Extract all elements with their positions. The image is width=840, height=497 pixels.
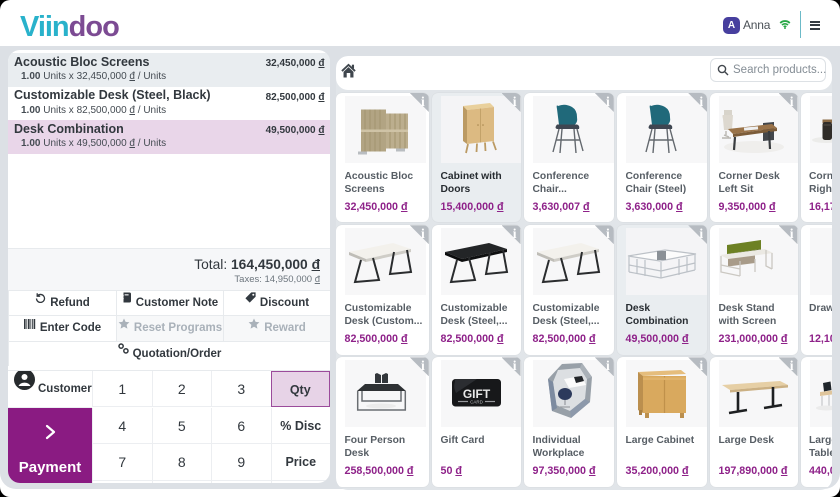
svg-text:GIFT: GIFT <box>463 387 491 401</box>
svg-text:CARD: CARD <box>470 400 484 405</box>
